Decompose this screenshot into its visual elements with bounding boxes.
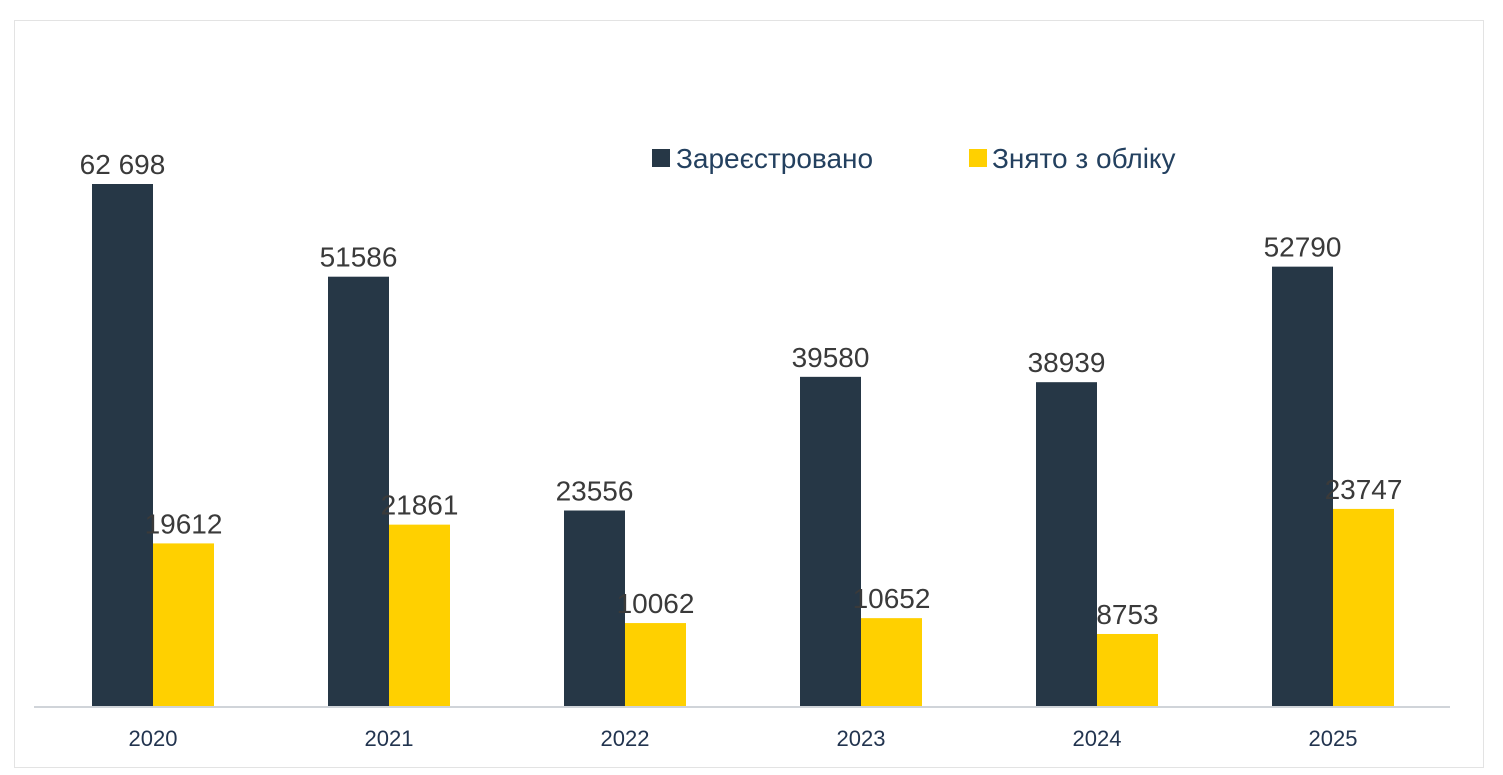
- bar-deregistered-2024: [1097, 633, 1158, 707]
- x-tick-label-2024: 2024: [1073, 726, 1122, 751]
- bar-deregistered-2021: [389, 524, 450, 707]
- bar-deregistered-2022: [625, 623, 686, 707]
- value-labels-layer: 62 698 19612 51586 21861 23556 10062 39580 1065…: [80, 149, 1403, 630]
- legend-label-registered: Зареєстровано: [676, 143, 873, 174]
- value-label-registered-2023: 39580: [792, 342, 870, 373]
- x-tick-label-2022: 2022: [601, 726, 650, 751]
- value-label-deregistered-2025: 23747: [1325, 474, 1403, 505]
- value-label-registered-2022: 23556: [556, 476, 634, 507]
- value-label-registered-2024: 38939: [1028, 347, 1106, 378]
- value-label-deregistered-2023: 10652: [853, 583, 931, 614]
- bar-registered-2024: [1036, 382, 1097, 707]
- x-tick-label-2020: 2020: [129, 726, 178, 751]
- legend[interactable]: Зареєстровано Знято з обліку: [652, 143, 1176, 174]
- chart-frame: [14, 20, 1484, 768]
- x-tick-label-2021: 2021: [365, 726, 414, 751]
- value-label-registered-2021: 51586: [320, 242, 398, 273]
- bar-registered-2025: [1272, 266, 1333, 707]
- x-tick-label-2023: 2023: [837, 726, 886, 751]
- value-label-deregistered-2022: 10062: [617, 588, 695, 619]
- bar-registered-2021: [328, 276, 389, 707]
- bars-layer: [92, 184, 1394, 707]
- value-label-registered-2025: 52790: [1264, 232, 1342, 263]
- bar-registered-2023: [800, 376, 861, 707]
- legend-swatch-deregistered: [969, 149, 987, 167]
- legend-label-deregistered: Знято з обліку: [992, 143, 1176, 174]
- x-tick-labels: 2020 2021 2022 2023 2024 2025: [129, 726, 1358, 751]
- x-tick-label-2025: 2025: [1309, 726, 1358, 751]
- bar-deregistered-2025: [1333, 508, 1394, 707]
- legend-item-deregistered[interactable]: Знято з обліку: [969, 143, 1176, 174]
- bar-registered-2022: [564, 510, 625, 707]
- bar-registered-2020: [92, 184, 153, 707]
- bar-deregistered-2023: [861, 618, 922, 707]
- value-label-deregistered-2021: 21861: [381, 490, 459, 521]
- value-label-registered-2020: 62 698: [80, 149, 166, 180]
- value-label-deregistered-2020: 19612: [145, 508, 223, 539]
- bar-deregistered-2020: [153, 543, 214, 707]
- legend-swatch-registered: [652, 149, 670, 167]
- legend-item-registered[interactable]: Зареєстровано: [652, 143, 873, 174]
- value-label-deregistered-2024: 8753: [1096, 599, 1158, 630]
